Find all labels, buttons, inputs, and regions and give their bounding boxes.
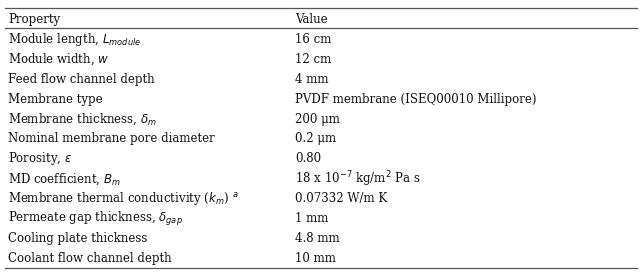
Text: Membrane thermal conductivity ($k_m$) $^a$: Membrane thermal conductivity ($k_m$) $^… [8, 190, 239, 207]
Text: 0.2 μm: 0.2 μm [295, 132, 336, 145]
Text: 0.07332 W/m K: 0.07332 W/m K [295, 192, 388, 205]
Text: PVDF membrane (ISEQ00010 Millipore): PVDF membrane (ISEQ00010 Millipore) [295, 92, 537, 106]
Text: 4 mm: 4 mm [295, 73, 329, 86]
Text: 200 μm: 200 μm [295, 113, 340, 126]
Text: Membrane type: Membrane type [8, 92, 103, 106]
Text: Membrane thickness, $\delta_m$: Membrane thickness, $\delta_m$ [8, 111, 157, 127]
Text: 16 cm: 16 cm [295, 33, 332, 46]
Text: Coolant flow channel depth: Coolant flow channel depth [8, 252, 172, 265]
Text: 1 mm: 1 mm [295, 212, 329, 225]
Text: 18 x 10$^{-7}$ kg/m$^2$ Pa s: 18 x 10$^{-7}$ kg/m$^2$ Pa s [295, 169, 421, 189]
Text: Permeate gap thickness, $\delta_{gap}$: Permeate gap thickness, $\delta_{gap}$ [8, 210, 183, 228]
Text: 0.80: 0.80 [295, 152, 322, 165]
Text: Nominal membrane pore diameter: Nominal membrane pore diameter [8, 132, 215, 145]
Text: Property: Property [8, 13, 60, 26]
Text: 12 cm: 12 cm [295, 53, 331, 66]
Text: MD coefficient, $B_m$: MD coefficient, $B_m$ [8, 171, 121, 187]
Text: Feed flow channel depth: Feed flow channel depth [8, 73, 155, 86]
Text: Value: Value [295, 13, 328, 26]
Text: Porosity, $\varepsilon$: Porosity, $\varepsilon$ [8, 150, 73, 168]
Text: Cooling plate thickness: Cooling plate thickness [8, 232, 148, 245]
Text: 4.8 mm: 4.8 mm [295, 232, 340, 245]
Text: 10 mm: 10 mm [295, 252, 336, 265]
Text: Module length, $L_{module}$: Module length, $L_{module}$ [8, 31, 141, 48]
Text: Module width, $w$: Module width, $w$ [8, 51, 110, 67]
